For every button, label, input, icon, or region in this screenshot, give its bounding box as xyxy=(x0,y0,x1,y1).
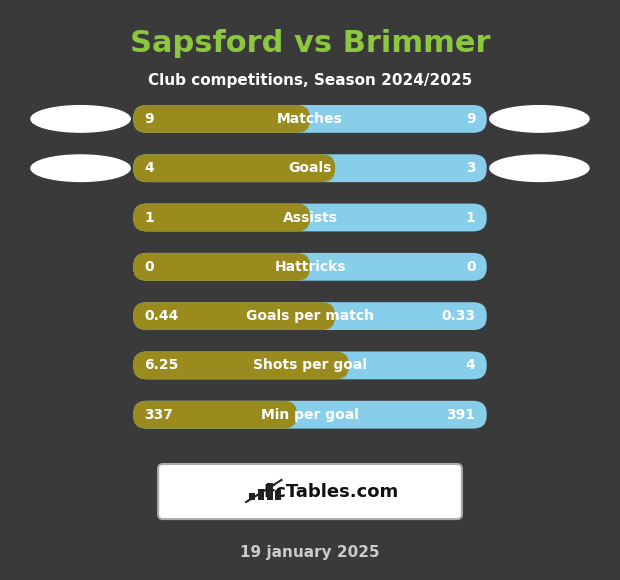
FancyBboxPatch shape xyxy=(133,302,335,330)
FancyBboxPatch shape xyxy=(158,464,462,519)
Text: Min per goal: Min per goal xyxy=(261,408,359,422)
FancyBboxPatch shape xyxy=(133,154,335,182)
Text: 1: 1 xyxy=(466,211,476,224)
Text: 337: 337 xyxy=(144,408,174,422)
Ellipse shape xyxy=(490,155,589,182)
Text: 391: 391 xyxy=(446,408,476,422)
Ellipse shape xyxy=(31,106,130,132)
Text: Assists: Assists xyxy=(283,211,337,224)
Ellipse shape xyxy=(490,106,589,132)
FancyBboxPatch shape xyxy=(133,253,310,281)
Text: 3: 3 xyxy=(466,161,476,175)
FancyBboxPatch shape xyxy=(133,253,487,281)
Text: 6.25: 6.25 xyxy=(144,358,179,372)
FancyBboxPatch shape xyxy=(133,401,487,429)
Text: 0.33: 0.33 xyxy=(441,309,476,323)
FancyBboxPatch shape xyxy=(258,488,264,500)
Text: 0.44: 0.44 xyxy=(144,309,179,323)
Text: 9: 9 xyxy=(466,112,476,126)
Text: Sapsford vs Brimmer: Sapsford vs Brimmer xyxy=(130,29,490,58)
Text: 0: 0 xyxy=(466,260,476,274)
Text: 9: 9 xyxy=(144,112,154,126)
Ellipse shape xyxy=(31,155,130,182)
FancyBboxPatch shape xyxy=(249,493,255,500)
FancyBboxPatch shape xyxy=(275,490,281,500)
Text: Hattricks: Hattricks xyxy=(274,260,346,274)
Text: 4: 4 xyxy=(466,358,476,372)
FancyBboxPatch shape xyxy=(133,351,487,379)
FancyBboxPatch shape xyxy=(133,105,487,133)
FancyBboxPatch shape xyxy=(133,302,487,330)
Text: 19 january 2025: 19 january 2025 xyxy=(240,545,380,560)
Text: Club competitions, Season 2024/2025: Club competitions, Season 2024/2025 xyxy=(148,72,472,88)
FancyBboxPatch shape xyxy=(133,154,487,182)
FancyBboxPatch shape xyxy=(133,401,297,429)
Text: Goals: Goals xyxy=(288,161,332,175)
FancyBboxPatch shape xyxy=(133,105,310,133)
FancyBboxPatch shape xyxy=(133,351,349,379)
Text: Shots per goal: Shots per goal xyxy=(253,358,367,372)
Text: 1: 1 xyxy=(144,211,154,224)
Text: 4: 4 xyxy=(144,161,154,175)
Text: 0: 0 xyxy=(144,260,154,274)
FancyBboxPatch shape xyxy=(133,204,487,231)
Text: FcTables.com: FcTables.com xyxy=(264,483,399,501)
Text: Matches: Matches xyxy=(277,112,343,126)
FancyBboxPatch shape xyxy=(133,204,310,231)
Text: Goals per match: Goals per match xyxy=(246,309,374,323)
FancyBboxPatch shape xyxy=(267,483,273,500)
